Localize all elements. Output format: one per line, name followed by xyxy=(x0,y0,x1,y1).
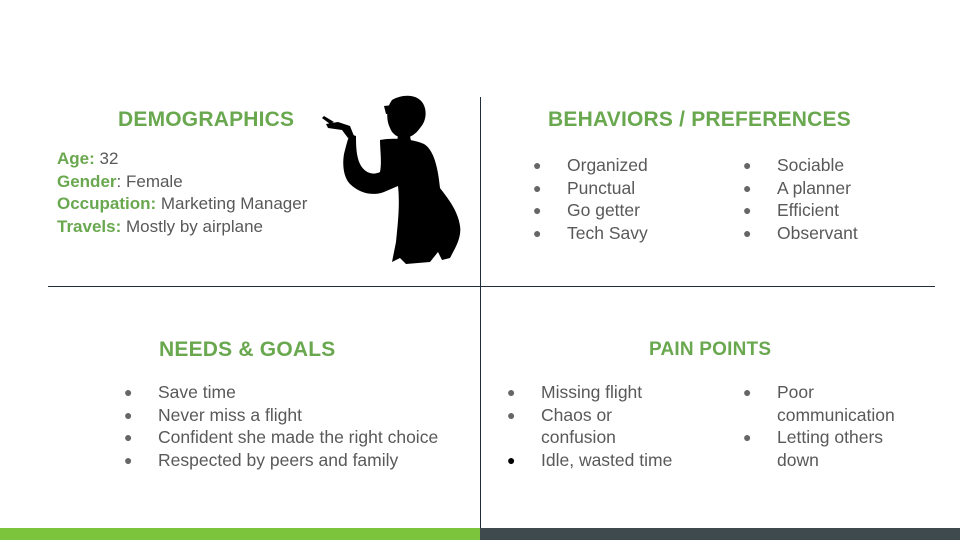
travels-label: Travels: xyxy=(57,216,122,236)
list-item: ● Efficient xyxy=(743,200,839,220)
list-item: ● Chaos or confusion xyxy=(507,404,616,448)
bullet-icon: ● xyxy=(743,202,752,218)
pain-points-list-right: ● Poor communication ● Letting others down xyxy=(743,381,918,471)
footer-bar-dark xyxy=(480,528,960,540)
gender-value: : Female xyxy=(116,171,183,191)
bullet-icon: ● xyxy=(124,406,133,423)
bullet-icon: ● xyxy=(124,451,133,468)
needs-goals-heading: NEEDS & GOALS xyxy=(159,338,336,361)
list-item: ● Confident she made the right choice xyxy=(124,427,439,447)
bullet-icon: ● xyxy=(533,157,542,173)
vertical-divider xyxy=(480,97,481,529)
gender-label: Gender xyxy=(57,171,117,191)
bullet-icon: ● xyxy=(743,429,752,445)
footer-bar-green xyxy=(0,528,480,540)
age-line: Age: 32 xyxy=(57,148,307,171)
travels-value: Mostly by airplane xyxy=(121,216,263,236)
list-item: ● Punctual xyxy=(533,177,636,198)
list-item: ● Never miss a flight xyxy=(124,404,302,425)
list-item: ● Organized xyxy=(533,155,648,175)
behaviors-heading: BEHAVIORS / PREFERENCES xyxy=(548,108,851,131)
woman-silhouette-illustration xyxy=(322,95,461,264)
bullet-icon: ● xyxy=(743,224,752,241)
behaviors-list-right: ● Sociable ● A planner ● Efficient ● Observa… xyxy=(743,154,933,244)
occupation-value: Marketing Manager xyxy=(156,194,308,213)
bullet-icon: ● xyxy=(743,384,752,400)
occupation-label: Occupation: xyxy=(57,194,157,213)
list-item: ● Tech Savy xyxy=(533,222,648,243)
list-item: ● Respected by peers and family xyxy=(124,449,399,470)
list-item: ● Observant xyxy=(743,222,858,243)
bullet-icon: ● xyxy=(533,202,542,218)
bullet-icon: ● xyxy=(743,157,752,173)
list-item: ● Sociable xyxy=(743,155,845,175)
pain-points-list-left: ● Missing flight ● Chaos or confusion ● Idl… xyxy=(507,381,707,471)
bullet-icon: ● xyxy=(507,384,516,400)
list-item: ● Letting others down xyxy=(743,427,884,470)
pain-points-heading: PAIN POINTS xyxy=(649,339,772,360)
travels-line: Travels: Mostly by airplane xyxy=(57,216,307,239)
bullet-icon: ● xyxy=(124,384,133,400)
gender-line: Gender: Female xyxy=(57,171,307,194)
age-value: 32 xyxy=(94,149,119,168)
list-item: ● Save time xyxy=(124,382,236,402)
bullet-icon: ● xyxy=(533,224,542,241)
demographics-details: Age: 32 Gender: Female Occupation: Marke… xyxy=(57,148,307,238)
list-item: ● Missing flight xyxy=(507,382,643,402)
list-item: ● Poor communication xyxy=(743,382,895,425)
bullet-icon: ● xyxy=(743,179,752,196)
occupation-line: Occupation: Marketing Manager xyxy=(57,193,307,216)
list-item: ● Idle, wasted time xyxy=(507,449,673,470)
needs-goals-list: ● Save time ● Never miss a flight ● Confide… xyxy=(124,381,474,471)
behaviors-list-left: ● Organized ● Punctual ● Go getter ● Tech Sa… xyxy=(533,154,723,244)
horizontal-divider xyxy=(48,286,935,287)
bullet-icon: ● xyxy=(507,406,516,423)
bullet-icon: ● xyxy=(124,429,133,445)
list-item: ● A planner xyxy=(743,177,851,198)
age-label: Age: xyxy=(57,149,95,168)
demographics-heading: DEMOGRAPHICS xyxy=(118,108,295,131)
bullet-icon: ● xyxy=(507,451,516,468)
list-item: ● Go getter xyxy=(533,200,640,220)
bullet-icon: ● xyxy=(533,179,542,196)
